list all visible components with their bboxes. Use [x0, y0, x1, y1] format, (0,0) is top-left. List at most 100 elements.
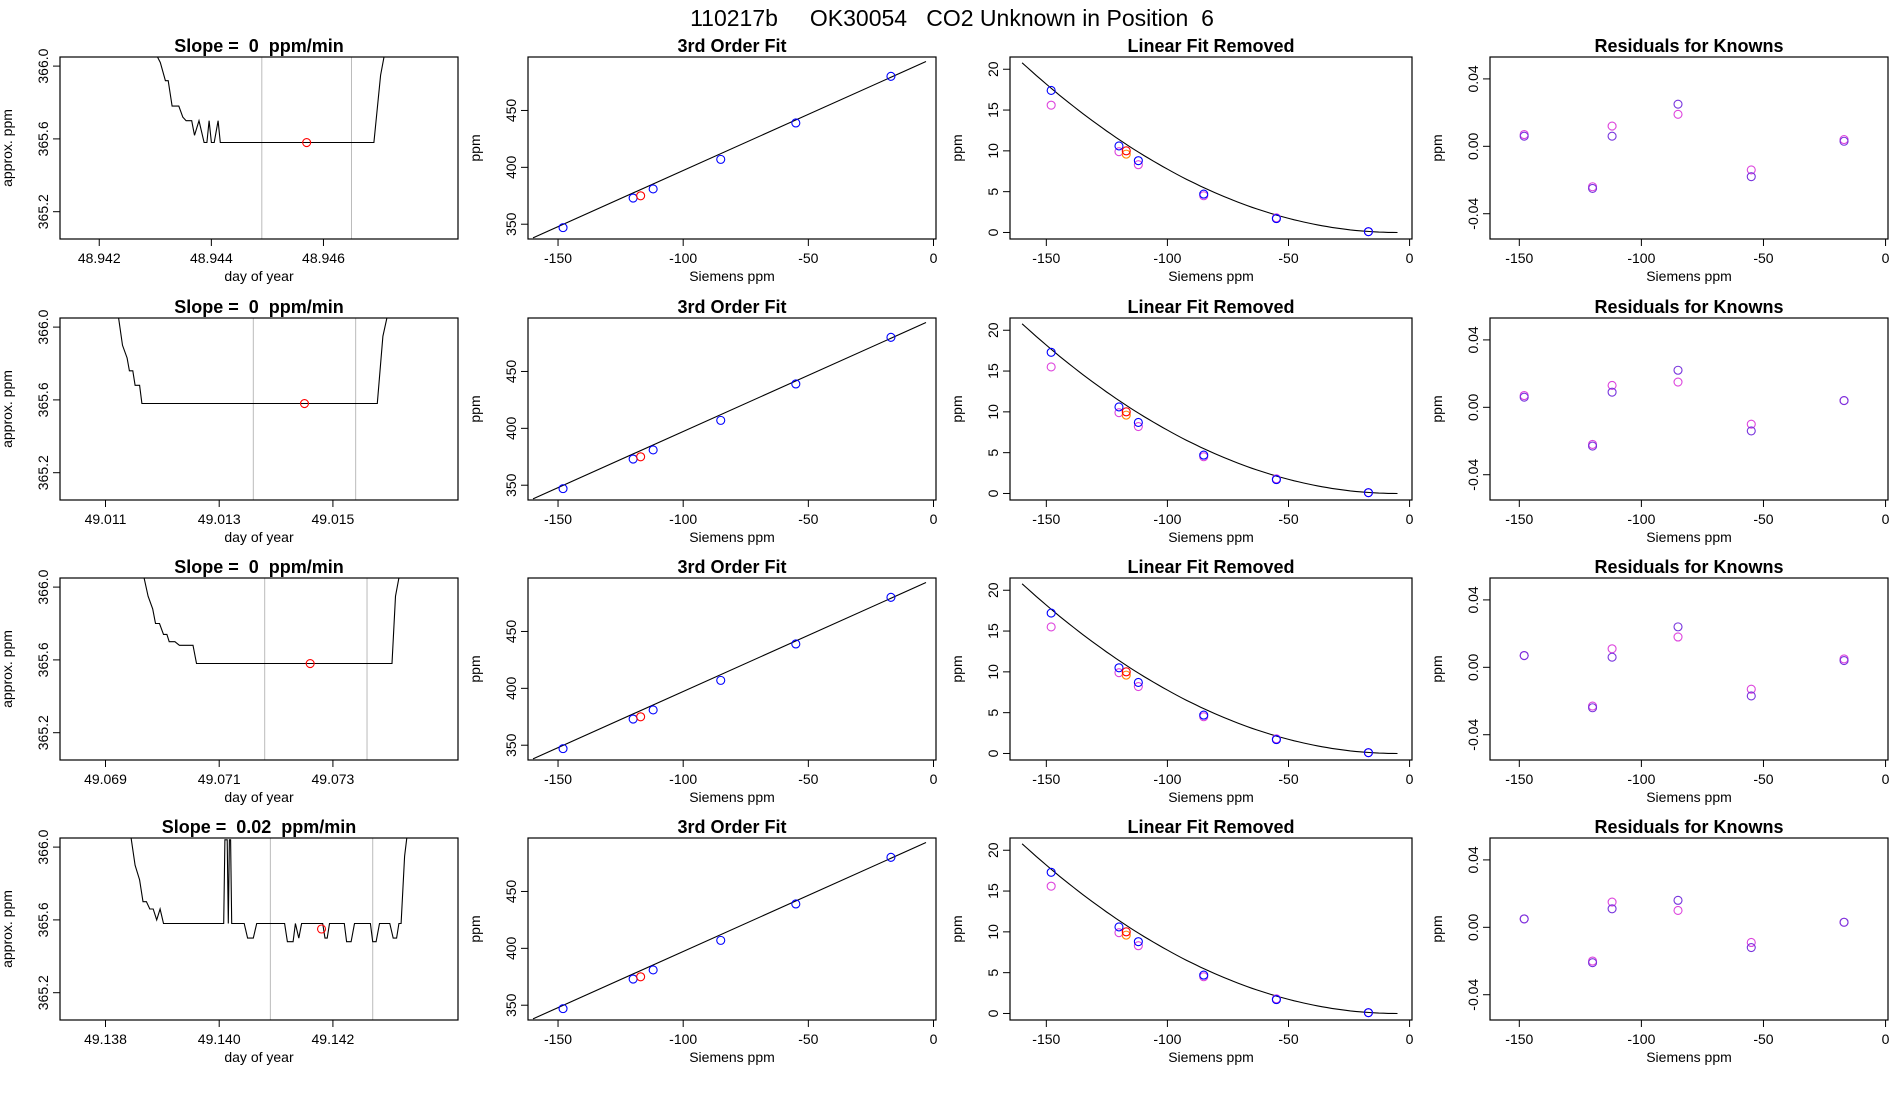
- known-point: [1607, 904, 1617, 914]
- residual-point-alt: [1673, 905, 1683, 916]
- y-tick-label: 366.0: [35, 569, 51, 604]
- known-point: [1271, 214, 1281, 224]
- x-tick-label: -150: [544, 250, 572, 266]
- known-point: [791, 118, 801, 128]
- x-tick-label: -150: [1505, 1031, 1533, 1047]
- residual-point-alt: [1607, 121, 1617, 131]
- y-axis-label: approx. ppm: [0, 890, 15, 968]
- x-tick-label: 48.946: [302, 250, 345, 266]
- y-axis-label: ppm: [1429, 134, 1445, 161]
- y-tick-label: -0.04: [1465, 979, 1481, 1011]
- plot-frame: [527, 837, 937, 1021]
- known-point: [628, 193, 638, 203]
- known-point: [1363, 488, 1373, 498]
- x-tick-label: 49.069: [84, 771, 127, 787]
- x-tick-label: -100: [1627, 250, 1655, 266]
- fitted-point: [1133, 681, 1143, 692]
- y-axis-label: ppm: [467, 134, 483, 161]
- fitted-point: [1046, 362, 1056, 372]
- panel-grid: Slope = 0 ppm/min 48.942 48.944 48.946 day o…: [0, 36, 1890, 1065]
- known-point: [791, 379, 801, 389]
- fit-curve: [1021, 62, 1398, 234]
- x-tick-label: 0: [1882, 511, 1890, 527]
- y-tick-label: 400: [503, 676, 519, 700]
- x-tick-label: -150: [1032, 771, 1060, 787]
- known-point: [1519, 650, 1529, 661]
- trace-line: [118, 318, 388, 405]
- y-tick-label: 365.2: [35, 194, 51, 229]
- y-axis-label: ppm: [467, 915, 483, 942]
- x-tick-label: -50: [798, 250, 818, 266]
- known-point: [716, 935, 726, 945]
- y-tick-label: 365.6: [35, 642, 51, 677]
- known-point: [1839, 396, 1849, 406]
- y-tick-label: 350: [503, 212, 519, 236]
- known-point: [1114, 922, 1124, 932]
- y-tick-label: 10: [985, 924, 1001, 940]
- x-tick-label: -100: [669, 511, 697, 527]
- panel-r2-c0: Slope = 0 ppm/min 49.069 49.071 49.073 day o…: [0, 557, 459, 805]
- plot-frame: [527, 317, 937, 501]
- plot-area: [1519, 99, 1849, 193]
- y-tick-label: 15: [985, 623, 1001, 639]
- residual-point-alt: [1673, 377, 1683, 387]
- residual-point-alt: [1673, 632, 1683, 642]
- y-tick-label: 365.6: [35, 902, 51, 937]
- x-tick-label: -150: [1505, 771, 1533, 787]
- y-tick-label: 400: [503, 155, 519, 179]
- y-tick-label: 400: [503, 936, 519, 960]
- y-tick-label: 350: [503, 993, 519, 1017]
- chart-title: Slope = 0 ppm/min: [174, 297, 344, 317]
- chart-title: 3rd Order Fit: [677, 817, 786, 837]
- known-point: [1673, 365, 1683, 375]
- x-tick-label: 49.142: [312, 1031, 355, 1047]
- panel-r0-c2: Linear Fit Removed -150 -100 -50 0 Siemens pp…: [949, 36, 1414, 284]
- plot-frame: [59, 837, 459, 1021]
- x-axis-label: day of year: [224, 1049, 294, 1065]
- y-axis-label: ppm: [949, 915, 965, 942]
- known-point: [648, 965, 658, 975]
- x-axis-label: Siemens ppm: [1646, 789, 1732, 805]
- x-axis-label: Siemens ppm: [689, 1049, 775, 1065]
- x-tick-label: -150: [1505, 250, 1533, 266]
- x-tick-label: -100: [1627, 511, 1655, 527]
- unknown-point: [636, 712, 646, 722]
- panel-r1-c2: Linear Fit Removed -150 -100 -50 0 Siemens pp…: [949, 297, 1414, 545]
- trace-line: [157, 57, 385, 144]
- known-point: [1199, 450, 1209, 460]
- x-tick-label: 0: [1406, 250, 1414, 266]
- trace-line: [143, 578, 400, 665]
- known-point: [1673, 622, 1683, 632]
- x-tick-label: -100: [1153, 250, 1181, 266]
- x-axis-label: Siemens ppm: [1168, 268, 1254, 284]
- known-point: [1607, 652, 1617, 662]
- y-tick-label: 10: [985, 664, 1001, 680]
- y-tick-label: 366.0: [35, 48, 51, 83]
- x-axis-label: Siemens ppm: [1646, 529, 1732, 545]
- fitted-point: [1133, 160, 1143, 170]
- known-point: [628, 974, 638, 984]
- x-tick-label: 0: [930, 250, 938, 266]
- known-point: [1046, 85, 1056, 96]
- x-tick-label: -150: [1032, 511, 1060, 527]
- unknown-point: [1121, 667, 1131, 677]
- y-tick-label: 20: [985, 582, 1001, 598]
- fit-curve: [1021, 323, 1398, 495]
- plot-frame: [1009, 317, 1413, 501]
- plot-frame: [1009, 56, 1413, 240]
- fitted-point: [1046, 881, 1056, 891]
- x-tick-label: -50: [1753, 511, 1773, 527]
- unknown-point: [299, 398, 310, 409]
- known-point: [1588, 441, 1598, 451]
- panel-r0-c1: 3rd Order Fit -150 -100 -50 0 Siemens ppm 350 4…: [467, 36, 938, 284]
- y-tick-label: 450: [503, 360, 519, 384]
- y-tick-label: 450: [503, 880, 519, 904]
- x-tick-label: -50: [1753, 771, 1773, 787]
- plot-frame: [1489, 317, 1889, 501]
- known-point: [1839, 656, 1849, 666]
- known-point: [1746, 426, 1756, 436]
- known-point: [1271, 995, 1281, 1005]
- known-point: [1114, 663, 1124, 673]
- x-axis-label: Siemens ppm: [689, 268, 775, 284]
- y-tick-label: 400: [503, 416, 519, 440]
